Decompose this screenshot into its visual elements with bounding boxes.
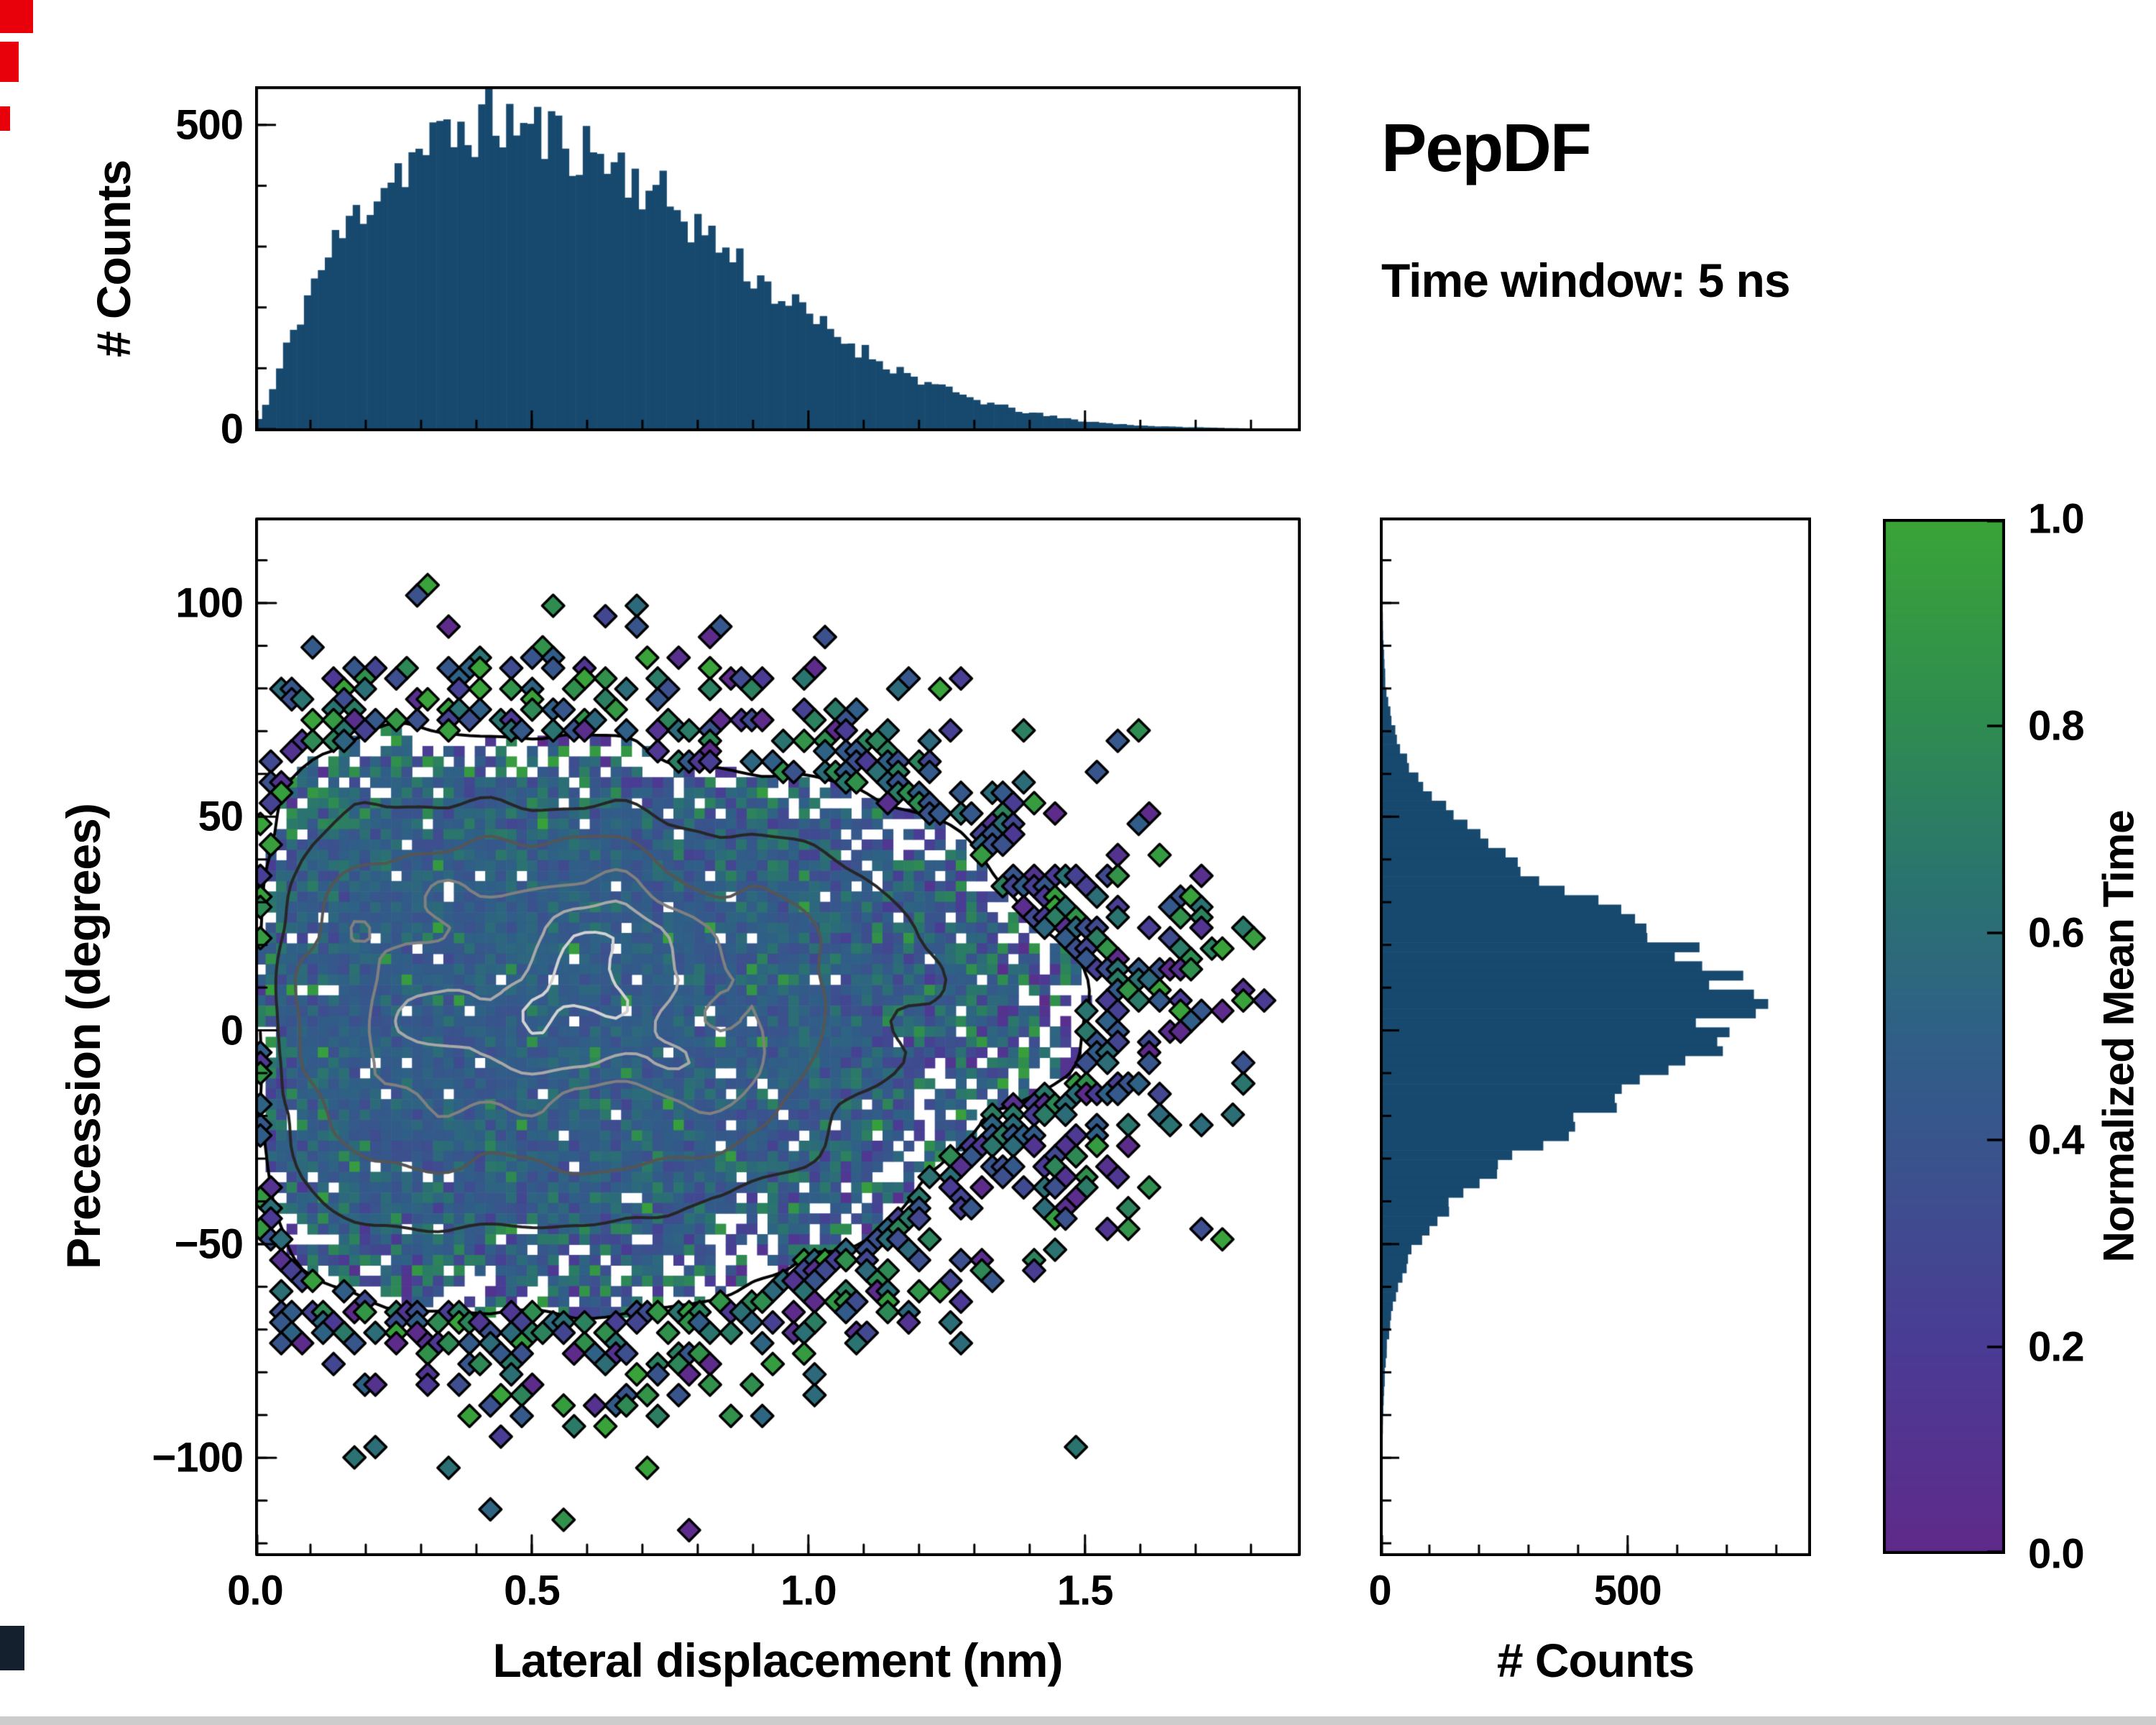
tick-label: 0.5 <box>504 1567 561 1614</box>
tick-label: 0 <box>220 405 244 453</box>
tick-label: 0.2 <box>2028 1323 2085 1371</box>
tick-label: 0.4 <box>2028 1116 2085 1164</box>
tick-label: 500 <box>1593 1567 1662 1614</box>
tick-label: 500 <box>175 101 244 149</box>
plot-title: PepDF <box>1381 110 1592 186</box>
right-histogram-canvas <box>1380 518 1811 1556</box>
tick-label: −50 <box>174 1220 244 1268</box>
screen-artifact <box>0 42 19 82</box>
joint-heatmap-canvas <box>255 518 1301 1556</box>
colorbar-label: Normalized Mean Time <box>2094 810 2143 1263</box>
tick-label: 0.8 <box>2028 702 2085 750</box>
tick-label: 50 <box>198 793 244 840</box>
tick-label: 100 <box>175 579 244 627</box>
screen-artifact <box>0 1716 2156 1725</box>
screen-artifact <box>0 106 10 131</box>
tick-label: −100 <box>152 1434 244 1481</box>
right-histogram-xlabel: # Counts <box>1496 1634 1695 1687</box>
tick-label: 1.0 <box>780 1567 837 1614</box>
tick-label: 1.5 <box>1056 1567 1114 1614</box>
tick-label: 0 <box>1368 1567 1391 1614</box>
screen-artifact <box>0 0 33 33</box>
top-histogram-canvas <box>255 86 1301 431</box>
screen-artifact <box>0 1626 24 1670</box>
colorbar-canvas <box>1883 519 2005 1554</box>
tick-label: 1.0 <box>2028 495 2085 543</box>
tick-label: 0.6 <box>2028 909 2085 957</box>
main-ylabel: Precession (degrees) <box>57 804 110 1269</box>
top-histogram-ylabel: # Counts <box>87 160 140 358</box>
main-xlabel: Lateral displacement (nm) <box>492 1634 1064 1687</box>
tick-label: 0 <box>220 1007 244 1054</box>
plot-subtitle: Time window: 5 ns <box>1381 254 1791 307</box>
tick-label: 0.0 <box>2028 1530 2085 1578</box>
tick-label: 0.0 <box>227 1567 284 1614</box>
